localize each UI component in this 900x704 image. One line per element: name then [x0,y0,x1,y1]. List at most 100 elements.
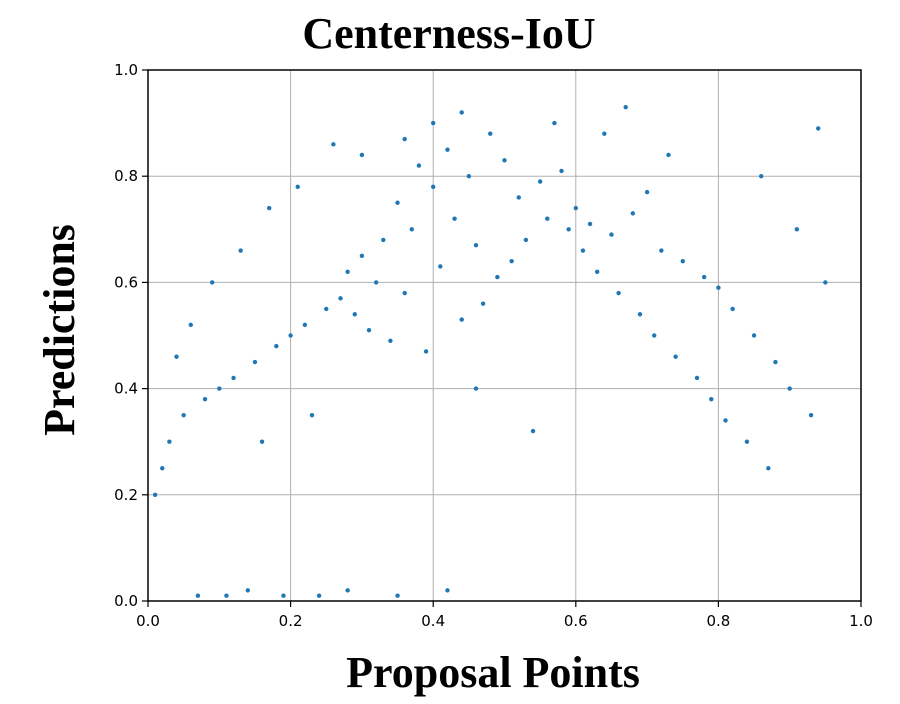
data-point [758,174,764,179]
y-axis-label: Predictions [35,224,84,436]
data-point [224,593,229,598]
data-point [609,232,614,237]
y-axis-ticks: 0.0 0.2 0.4 0.6 0.8 1.0 [114,61,148,610]
data-point [673,354,678,359]
data-point [181,412,186,418]
data-point [352,312,357,317]
data-point [302,322,308,328]
y-tick-label: 0.2 [114,486,138,504]
data-point [409,227,415,232]
data-point [552,120,557,126]
data-point [701,274,707,280]
data-point [431,120,436,126]
data-point [537,179,543,184]
data-point [730,306,735,312]
data-point [324,306,329,312]
y-tick-label: 0.4 [114,380,138,398]
data-point [816,126,821,131]
data-point [594,269,600,274]
data-point [723,418,728,423]
y-tick-label: 1.0 [114,61,138,79]
data-point [445,588,450,593]
data-point [808,412,814,418]
x-tick-label: 0.2 [279,612,303,630]
x-tick-label: 0.8 [706,612,730,630]
data-point [794,227,800,232]
data-point [516,195,521,200]
data-point [259,439,265,444]
data-point [773,359,778,365]
data-point [381,237,386,243]
data-point [423,349,429,354]
data-point [488,131,493,136]
data-point [195,593,201,598]
data-point [402,136,407,142]
data-point [694,375,700,381]
data-point [716,285,721,290]
data-point [566,227,571,232]
data-point [644,189,650,195]
data-point [388,338,393,344]
data-point [209,280,215,285]
data-point [359,253,365,259]
data-point [823,280,828,285]
x-axis-label: Proposal Points [346,648,640,697]
data-point [751,333,757,338]
y-tick-label: 0.8 [114,167,138,185]
data-point [473,386,479,391]
data-point [309,412,315,418]
x-tick-label: 0.6 [564,612,588,630]
data-point [523,237,529,243]
plot-frame [147,69,862,602]
x-tick-label: 0.0 [136,612,160,630]
x-tick-label: 0.4 [421,612,445,630]
data-point [459,317,464,322]
data-point [431,184,436,190]
data-point [473,243,479,248]
data-point [637,312,643,317]
x-axis-ticks: 0.0 0.2 0.4 0.6 0.8 1.0 [136,601,873,630]
data-point [559,168,564,174]
data-point [416,163,422,168]
data-point [359,152,365,158]
data-point [245,588,251,593]
data-point [680,258,685,264]
data-point [338,296,343,301]
data-point [766,466,771,471]
data-point [316,593,322,598]
data-point [659,248,664,253]
chart-title: Centerness-IoU [302,9,595,58]
data-point [267,205,272,211]
data-point [295,184,300,190]
data-point [466,174,472,179]
data-point [587,221,593,227]
data-point [202,397,208,402]
data-point [509,258,514,264]
data-point [709,397,714,402]
data-point [616,290,621,296]
data-point [395,593,400,598]
data-point [402,290,407,296]
data-point [366,327,372,333]
data-point [217,386,222,391]
data-point [502,158,507,163]
data-points [152,104,828,598]
data-point [274,343,279,349]
y-tick-label: 0.0 [114,592,138,610]
data-point [666,152,671,158]
data-point [174,354,179,359]
data-point [495,274,500,280]
data-point [438,264,443,269]
data-point [238,248,243,253]
data-point [345,588,350,593]
data-point [152,492,158,497]
data-point [530,428,536,434]
data-point [288,333,293,338]
data-point [623,104,628,110]
data-point [787,386,792,391]
data-point [459,110,464,115]
data-point [652,333,657,338]
data-point [630,211,636,216]
data-point [480,301,486,306]
data-point [231,375,236,381]
